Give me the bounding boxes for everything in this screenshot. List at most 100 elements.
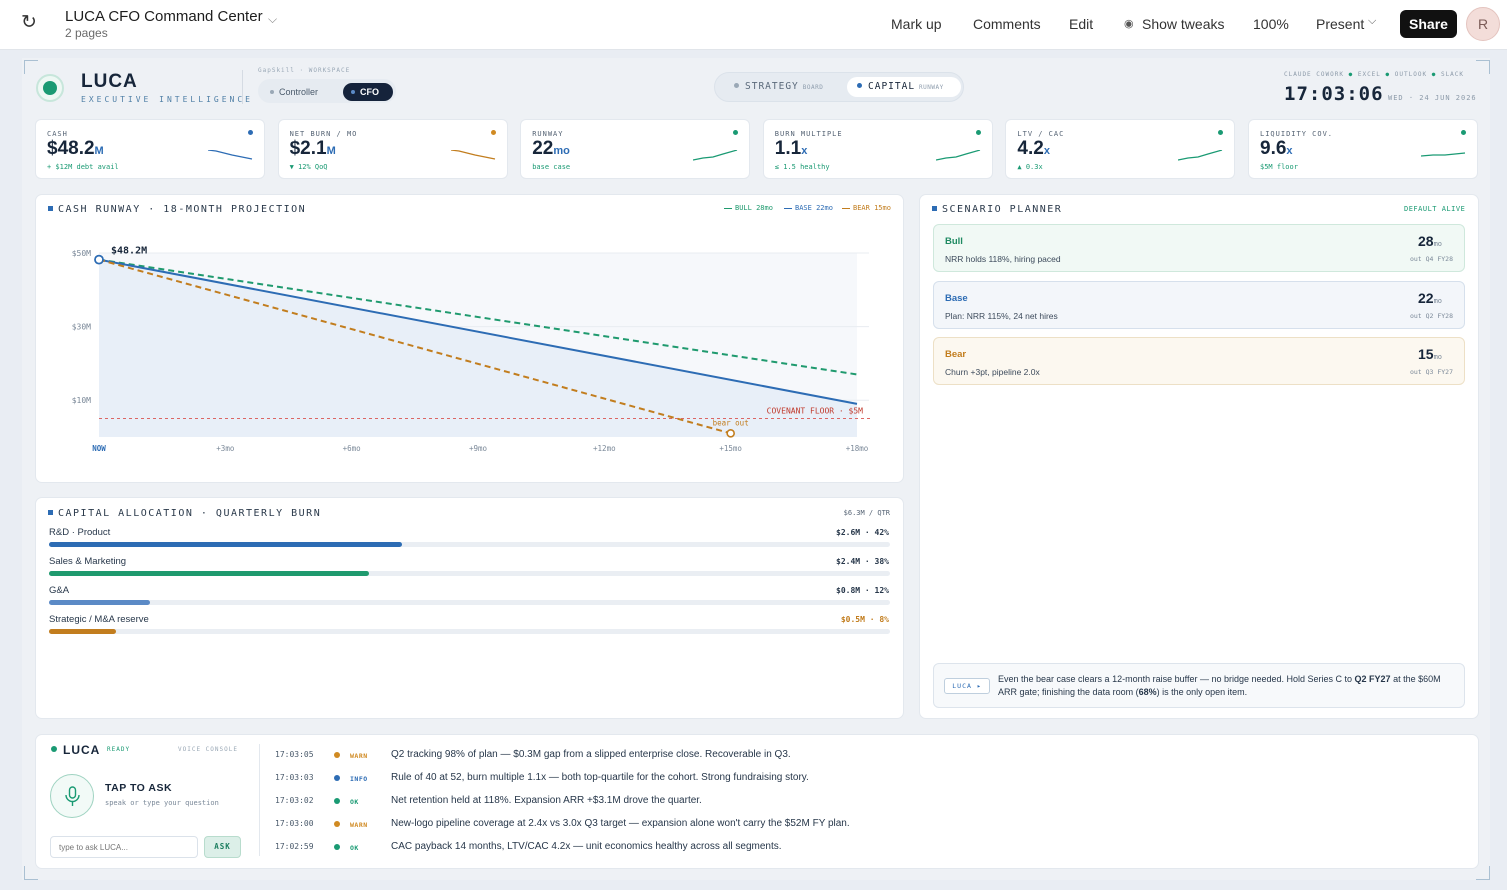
document-title[interactable]: LUCA CFO Command Center bbox=[65, 8, 263, 25]
panel-marker bbox=[48, 509, 53, 515]
tab-strategy[interactable]: STRATEGY BOARD bbox=[724, 77, 833, 97]
status-dot bbox=[334, 775, 340, 781]
refresh-icon[interactable]: ↻ bbox=[21, 12, 37, 33]
status-dot bbox=[334, 752, 340, 758]
status-dot bbox=[734, 83, 739, 88]
integration-outlook: OUTLOOK bbox=[1394, 71, 1428, 78]
kpi-label: LTV / CAC bbox=[1017, 130, 1065, 138]
kpi-number: 9.6 bbox=[1260, 138, 1287, 159]
legend-label: BEAR 15mo bbox=[853, 204, 891, 212]
microphone-icon bbox=[65, 786, 80, 806]
series-line-base bbox=[98, 258, 858, 405]
log-message: Rule of 40 at 52, burn multiple 1.1x — b… bbox=[391, 772, 809, 783]
status-dot bbox=[334, 844, 340, 850]
log-time: 17:03:05 bbox=[275, 750, 314, 759]
chevron-down-icon[interactable]: ⌵ bbox=[268, 12, 278, 26]
brand-subtitle: EXECUTIVE INTELLIGENCE bbox=[81, 95, 253, 104]
microphone-button[interactable] bbox=[50, 774, 94, 818]
kpi-card-runway[interactable]: RUNWAY 22mo base case bbox=[520, 119, 751, 179]
comments-button[interactable]: Comments bbox=[973, 16, 1041, 32]
legend-line bbox=[784, 207, 792, 209]
kpi-unit: x bbox=[1043, 145, 1050, 157]
series-line-bull bbox=[98, 258, 858, 376]
scenario-card-bull[interactable]: Bull NRR holds 118%, hiring paced 28mo out … bbox=[933, 224, 1465, 272]
date: WED · 24 JUN 2026 bbox=[1388, 94, 1477, 102]
tab-capital[interactable]: CAPITAL RUNWAY bbox=[847, 77, 961, 97]
scenario-runway-unit: mo bbox=[1433, 240, 1442, 248]
kpi-number: 4.2 bbox=[1017, 138, 1044, 159]
avatar[interactable]: R bbox=[1466, 7, 1500, 41]
cash-runway-title: CASH RUNWAY · 18-MONTH PROJECTION bbox=[48, 204, 306, 215]
workspace-label: GapSkill · WORKSPACE bbox=[258, 67, 351, 74]
status-dot bbox=[334, 798, 340, 804]
log-message: Net retention held at 118%. Expansion AR… bbox=[391, 795, 702, 806]
clock: 17:03:06 bbox=[1284, 83, 1384, 105]
app-toolbar: ↻ LUCA CFO Command Center ⌵ 2 pages Mark… bbox=[0, 0, 1507, 50]
panel-title-text: SCENARIO PLANNER bbox=[942, 204, 1063, 215]
role-controller[interactable]: Controller bbox=[262, 83, 326, 101]
allocation-bar bbox=[49, 571, 890, 576]
scenario-runway-value: 22 bbox=[1417, 289, 1434, 306]
kpi-value: 4.2x bbox=[1017, 138, 1050, 160]
log-time: 17:02:59 bbox=[275, 842, 314, 851]
sparkline bbox=[450, 150, 495, 160]
kpi-card-liquidity-cov-[interactable]: LIQUIDITY COV. 9.6x $5M floor bbox=[1248, 119, 1478, 179]
luca-logo-dot bbox=[43, 81, 57, 95]
ask-input[interactable] bbox=[50, 836, 198, 858]
y-tick-label: $30M bbox=[72, 323, 91, 332]
kpi-subtext: base case bbox=[532, 163, 571, 171]
kpi-label: RUNWAY bbox=[532, 130, 564, 138]
allocation-bar bbox=[49, 542, 890, 547]
scenario-name: Bear bbox=[945, 349, 967, 360]
scenario-description: Plan: NRR 115%, 24 net hires bbox=[945, 310, 1058, 321]
kpi-subtext: ▲ 0.3x bbox=[1017, 163, 1043, 171]
integration-excel: EXCEL bbox=[1357, 71, 1381, 78]
kpi-label: LIQUIDITY COV. bbox=[1260, 130, 1334, 138]
kpi-card-cash[interactable]: CASH $48.2M + $12M debt avail bbox=[35, 119, 265, 179]
kpi-label: NET BURN / MO bbox=[289, 130, 358, 138]
zoom-level[interactable]: 100% bbox=[1253, 16, 1289, 32]
insight-part: Even the bear case clears a 12-month rai… bbox=[998, 674, 1355, 684]
kpi-value: 1.1x bbox=[775, 138, 808, 160]
share-button[interactable]: Share bbox=[1400, 10, 1457, 38]
show-tweaks-button[interactable]: Show tweaks bbox=[1142, 16, 1225, 32]
default-alive-badge: DEFAULT ALIVE bbox=[1404, 205, 1466, 213]
edit-button[interactable]: Edit bbox=[1069, 16, 1094, 32]
allocation-value: $2.6M · 42% bbox=[836, 528, 889, 537]
kpi-card-ltv-cac[interactable]: LTV / CAC 4.2x ▲ 0.3x bbox=[1005, 119, 1236, 179]
sparkline-path bbox=[1178, 150, 1223, 161]
luca-tag: LUCA ▸ bbox=[944, 678, 990, 694]
mark-up-button[interactable]: Mark up bbox=[891, 16, 942, 32]
scenario-card-bear[interactable]: Bear Churn +3pt, pipeline 2.0x 15mo out Q3 … bbox=[933, 337, 1465, 385]
covenant-floor-label: COVENANT FLOOR · $5M bbox=[767, 407, 864, 416]
tab-label: CAPITAL bbox=[868, 81, 916, 92]
chevron-down-icon[interactable]: ⌵ bbox=[1368, 15, 1377, 27]
log-message: New-logo pipeline coverage at 2.4x vs 3.… bbox=[391, 818, 850, 829]
tap-to-ask-label[interactable]: TAP TO ASK bbox=[105, 782, 173, 794]
present-button[interactable]: Present bbox=[1316, 16, 1365, 32]
kpi-card-burn-multiple[interactable]: BURN MULTIPLE 1.1x ≤ 1.5 healthy bbox=[762, 119, 993, 179]
status-dot bbox=[857, 83, 862, 88]
kpi-number: 1.1 bbox=[774, 138, 802, 159]
scenario-card-base[interactable]: Base Plan: NRR 115%, 24 net hires 22mo out … bbox=[933, 280, 1465, 329]
ask-button[interactable]: ASK bbox=[204, 836, 241, 858]
status-dot bbox=[334, 821, 340, 827]
x-tick-label: +15mo bbox=[719, 444, 742, 453]
kpi-unit: mo bbox=[553, 145, 570, 157]
sparkline-path bbox=[1421, 152, 1466, 157]
status-dot bbox=[975, 130, 981, 135]
role-label: Controller bbox=[279, 87, 319, 97]
sparkline-path bbox=[208, 150, 253, 160]
kpi-card-net-burn-mo[interactable]: NET BURN / MO $2.1M ▼ 12% QoQ bbox=[277, 119, 508, 179]
allocation-total: $6.3M / QTR bbox=[843, 509, 890, 517]
bear-out-label: bear out bbox=[713, 418, 749, 427]
log-time: 17:03:00 bbox=[275, 819, 314, 828]
sparkline-path bbox=[935, 150, 980, 161]
capital-allocation-title: CAPITAL ALLOCATION · QUARTERLY BURN bbox=[48, 508, 321, 519]
log-level: WARN bbox=[350, 821, 368, 829]
sparkline bbox=[1421, 152, 1466, 157]
bear-out-point bbox=[726, 429, 735, 438]
role-cfo[interactable]: CFO bbox=[343, 83, 393, 101]
kpi-subtext: $5M floor bbox=[1260, 163, 1298, 171]
scenario-runway-value: 28 bbox=[1417, 233, 1434, 249]
